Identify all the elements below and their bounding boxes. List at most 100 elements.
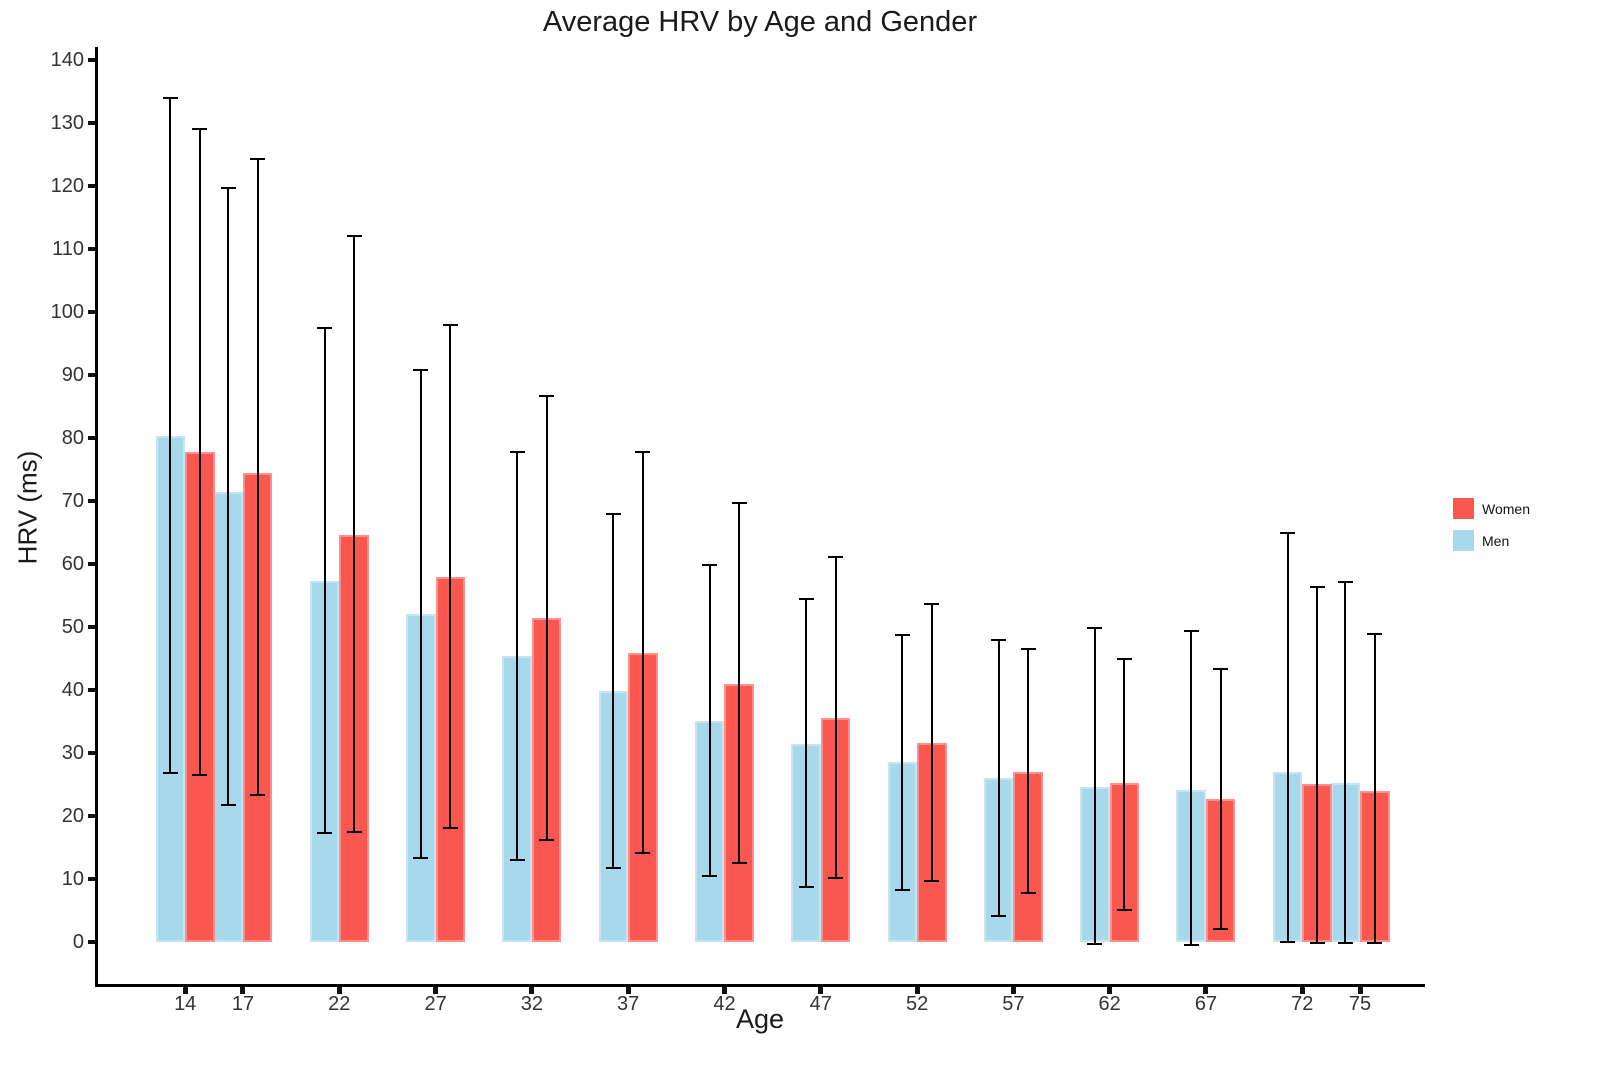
- x-tick-mark-14: [182, 987, 188, 994]
- errorbar-men-62-cap-bottom: [1087, 942, 1103, 945]
- errorbar-men-67-cap-top: [1183, 630, 1199, 633]
- y-tick-label-30: 30: [61, 742, 84, 764]
- errorbar-men-57-cap-top: [991, 638, 1007, 641]
- errorbar-women-75-cap-bottom: [1367, 941, 1383, 944]
- legend-label-men: Men: [1482, 532, 1510, 549]
- errorbar-men-32-cap-bottom: [509, 859, 525, 862]
- x-axis-label: Age: [735, 1004, 785, 1034]
- y-tick-label-80: 80: [61, 427, 84, 449]
- legend-item-women: Women: [1453, 498, 1530, 519]
- errorbar-women-32-cap-bottom: [539, 838, 555, 841]
- x-tick-mark-42: [721, 987, 727, 994]
- errorbar-women-47-cap-bottom: [828, 876, 844, 879]
- errorbar-women-37-cap-bottom: [635, 852, 651, 855]
- x-tick-mark-47: [818, 987, 824, 994]
- legend-item-men: Men: [1453, 530, 1530, 551]
- errorbar-women-75-line: [1373, 633, 1376, 943]
- x-tick-label-27: 27: [424, 993, 447, 1015]
- errorbar-men-75-cap-bottom: [1337, 941, 1353, 944]
- errorbar-men-32-cap-top: [509, 451, 525, 454]
- y-tick-mark-10: [88, 877, 95, 881]
- errorbar-men-52-line: [901, 634, 904, 890]
- errorbar-men-32-line: [516, 452, 519, 861]
- x-tick-mark-32: [529, 987, 535, 994]
- x-tick-mark-57: [1010, 987, 1016, 994]
- errorbar-men-62-line: [1093, 628, 1096, 944]
- x-tick-mark-72: [1299, 987, 1305, 994]
- y-tick-mark-30: [88, 751, 95, 755]
- errorbar-women-42-cap-top: [731, 501, 747, 504]
- errorbar-women-67-cap-top: [1213, 668, 1229, 671]
- y-tick-mark-110: [88, 247, 95, 251]
- y-tick-mark-130: [88, 121, 95, 125]
- errorbar-men-37-line: [612, 514, 615, 869]
- x-tick-label-47: 47: [809, 993, 832, 1015]
- errorbar-women-17-cap-bottom: [250, 794, 266, 797]
- errorbar-women-67-line: [1219, 669, 1222, 929]
- y-tick-mark-90: [88, 373, 95, 377]
- x-tick-label-17: 17: [231, 993, 255, 1015]
- x-tick-label-32: 32: [520, 993, 543, 1015]
- errorbar-men-75-cap-top: [1337, 580, 1353, 583]
- errorbar-men-52-cap-bottom: [894, 888, 910, 891]
- x-tick-label-14: 14: [174, 993, 197, 1015]
- errorbar-men-22-cap-bottom: [317, 832, 333, 834]
- y-tick-label-120: 120: [50, 175, 84, 197]
- errorbar-men-67-cap-bottom: [1183, 943, 1199, 946]
- errorbar-men-22-line: [323, 328, 326, 833]
- y-tick-mark-100: [88, 310, 95, 314]
- x-tick-mark-75: [1357, 987, 1363, 994]
- errorbar-women-72-cap-top: [1309, 585, 1325, 588]
- chart-title: Average HRV by Age and Gender: [542, 6, 978, 38]
- errorbar-men-17-cap-top: [220, 186, 236, 189]
- y-tick-mark-80: [88, 436, 95, 440]
- y-tick-mark-60: [88, 562, 95, 566]
- x-tick-mark-52: [914, 987, 920, 994]
- errorbar-men-14-cap-top: [162, 96, 178, 99]
- y-tick-label-50: 50: [61, 616, 84, 638]
- errorbar-women-75-cap-top: [1367, 632, 1383, 635]
- errorbar-men-62-cap-top: [1087, 627, 1103, 630]
- errorbar-men-42-line: [708, 565, 711, 876]
- y-tick-label-0: 0: [72, 931, 84, 953]
- x-tick-mark-27: [433, 987, 439, 994]
- y-tick-label-10: 10: [61, 868, 84, 890]
- errorbar-women-22-cap-bottom: [346, 830, 362, 833]
- errorbar-men-27-cap-top: [413, 368, 429, 371]
- errorbar-women-47-cap-top: [828, 556, 844, 559]
- errorbar-women-62-cap-top: [1116, 657, 1132, 660]
- y-tick-mark-40: [88, 688, 95, 692]
- x-tick-label-22: 22: [328, 993, 351, 1015]
- errorbar-women-22-cap-top: [346, 235, 362, 238]
- errorbar-women-37-cap-top: [635, 450, 651, 453]
- errorbar-women-14-cap-top: [192, 128, 208, 131]
- x-tick-label-42: 42: [713, 993, 736, 1015]
- errorbar-women-17-cap-top: [250, 157, 266, 160]
- errorbar-women-27-cap-top: [442, 324, 458, 327]
- errorbar-men-37-cap-bottom: [605, 867, 621, 870]
- errorbar-women-32-cap-top: [539, 394, 555, 397]
- errorbar-men-27-line: [419, 369, 422, 859]
- errorbar-men-75-line: [1344, 581, 1347, 943]
- errorbar-women-17-line: [256, 158, 259, 796]
- legend-swatch-men: [1453, 530, 1474, 551]
- y-tick-label-60: 60: [61, 553, 84, 575]
- errorbar-women-52-cap-bottom: [924, 879, 940, 882]
- x-tick-label-62: 62: [1098, 993, 1121, 1015]
- y-tick-mark-20: [88, 814, 95, 818]
- errorbar-women-32-line: [545, 395, 548, 840]
- errorbar-women-42-cap-bottom: [731, 862, 747, 865]
- y-tick-label-140: 140: [50, 49, 84, 71]
- legend-swatch-women: [1453, 498, 1474, 519]
- y-tick-mark-0: [88, 940, 95, 944]
- errorbar-women-62-line: [1123, 658, 1126, 910]
- x-tick-mark-17: [240, 987, 246, 994]
- y-tick-mark-120: [88, 184, 95, 188]
- y-tick-label-130: 130: [50, 112, 84, 134]
- y-tick-label-100: 100: [50, 301, 84, 323]
- x-axis-line: [95, 984, 1425, 987]
- y-tick-mark-140: [88, 58, 95, 62]
- x-tick-label-75: 75: [1348, 993, 1372, 1015]
- x-tick-mark-22: [336, 987, 342, 994]
